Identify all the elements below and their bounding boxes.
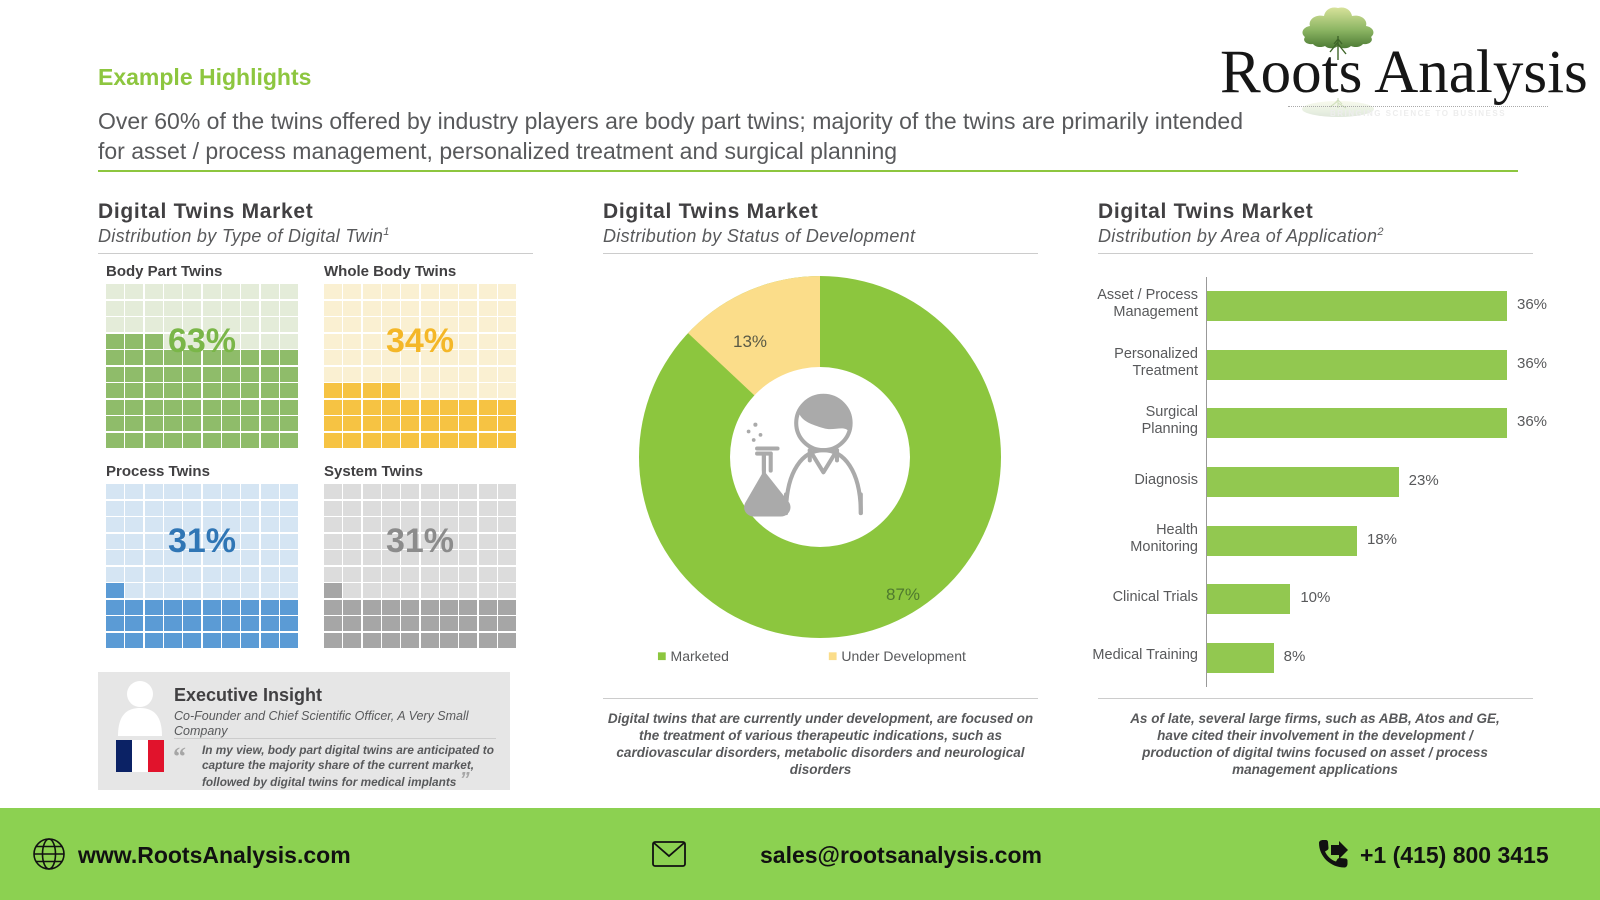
svg-text:13%: 13% (733, 332, 767, 351)
svg-text:87%: 87% (886, 585, 920, 604)
